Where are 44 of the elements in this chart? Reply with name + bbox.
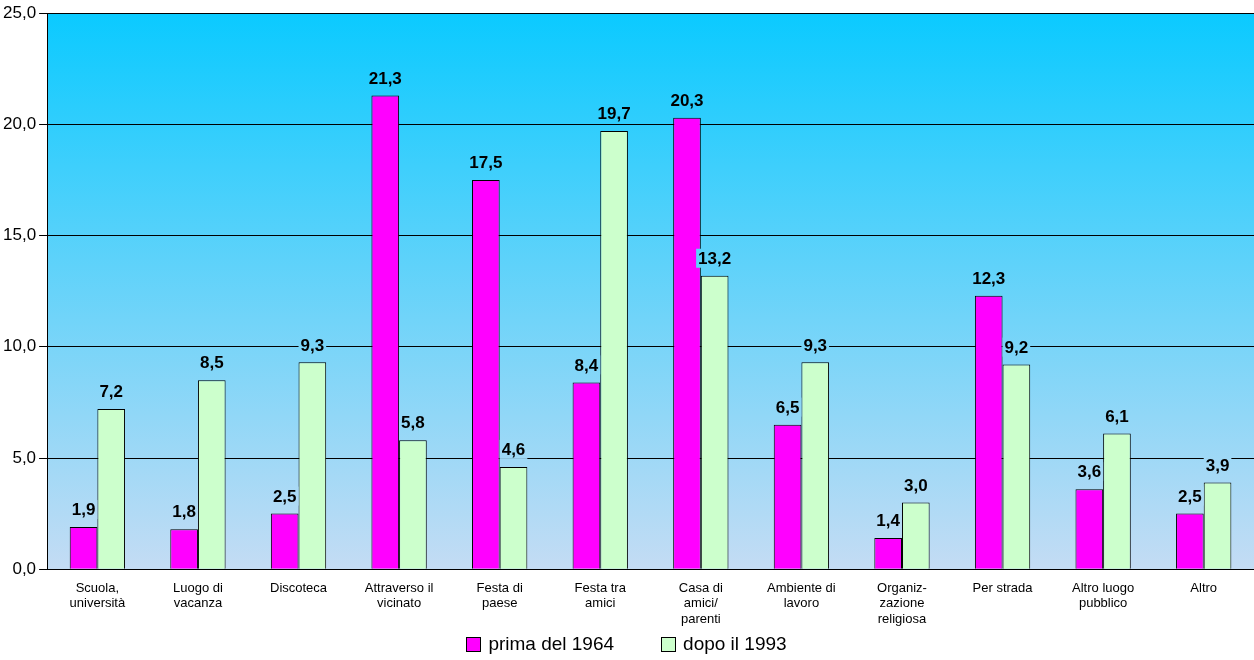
- x-tick-label: Festa tra amici: [574, 579, 627, 611]
- data-label: 1,9: [71, 500, 96, 520]
- data-label: 19,7: [597, 104, 631, 124]
- y-tick-label: 25,0: [2, 2, 37, 22]
- data-label: 6,1: [1105, 406, 1129, 426]
- x-tick-label: Luogo di vacanza: [173, 579, 223, 611]
- legend-label: prima del 1964: [488, 633, 615, 655]
- data-label: 5,8: [401, 413, 425, 433]
- data-label: 4,6: [501, 440, 526, 460]
- data-label: 1,8: [172, 502, 196, 522]
- x-tick-label: Discoteca: [269, 579, 328, 595]
- x-tick-label: Ambiente di lavoro: [767, 579, 836, 611]
- data-label: 9,2: [1004, 337, 1029, 357]
- data-label: 7,2: [99, 382, 124, 402]
- data-label: 13,2: [698, 248, 732, 268]
- data-label: 20,3: [670, 90, 704, 110]
- data-label: 9,3: [300, 335, 325, 355]
- x-tick-label: Organiz- zazione religiosa: [877, 579, 927, 626]
- data-label: 2,5: [272, 486, 297, 506]
- x-tick-label: Festa di paese: [476, 579, 523, 611]
- y-tick-label: 5,0: [12, 447, 37, 467]
- legend-label: dopo il 1993: [683, 633, 787, 655]
- x-tick-label: Scuola, università: [69, 579, 126, 611]
- y-tick-label: 10,0: [2, 336, 37, 356]
- x-tick-label: Altro luogo pubblico: [1072, 579, 1135, 611]
- y-tick-label: 15,0: [2, 225, 37, 245]
- data-label: 8,5: [199, 353, 224, 373]
- data-label: 3,0: [903, 475, 928, 495]
- data-label: 2,5: [1178, 486, 1202, 506]
- y-tick-label: 0,0: [12, 558, 37, 578]
- data-label: 12,3: [972, 268, 1006, 288]
- data-label: 17,5: [469, 153, 503, 173]
- data-label: 1,4: [876, 511, 901, 531]
- data-label: 8,4: [574, 355, 599, 375]
- data-label: 3,9: [1205, 455, 1230, 475]
- x-tick-label: Casa di amici/ parenti: [678, 579, 723, 626]
- data-label: 6,5: [775, 397, 800, 417]
- x-tick-label: Altro: [1190, 579, 1218, 595]
- y-tick-label: 20,0: [2, 114, 37, 134]
- data-label: 9,3: [803, 335, 828, 355]
- data-label: 21,3: [368, 68, 402, 88]
- x-tick-label: Attraverso il vicinato: [364, 579, 434, 611]
- x-tick-label: Per strada: [972, 579, 1034, 595]
- data-label: 3,6: [1077, 462, 1102, 482]
